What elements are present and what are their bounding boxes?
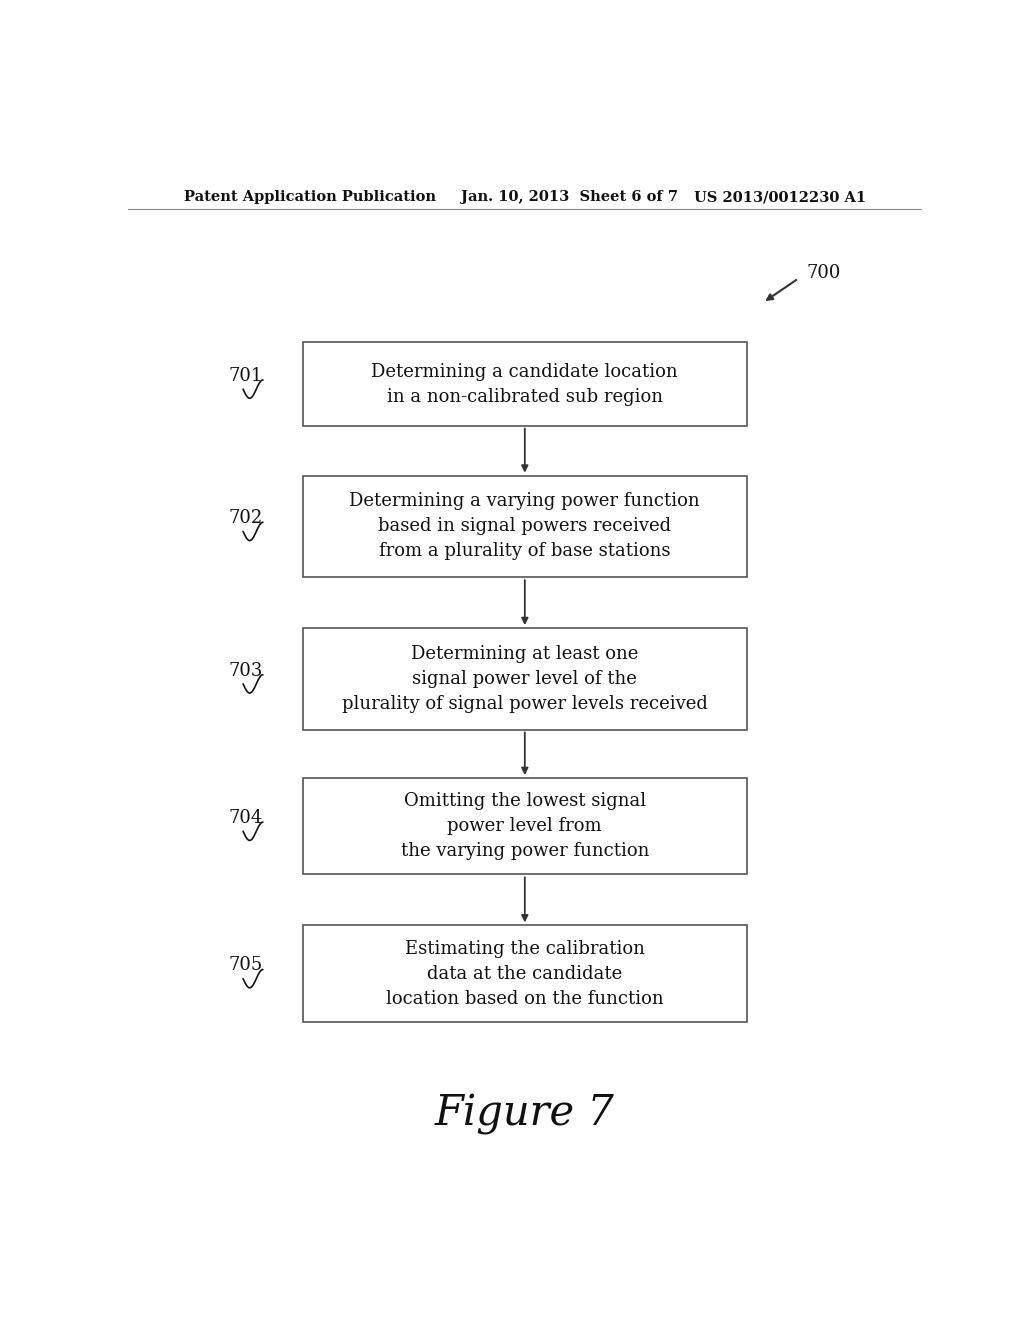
Text: Figure 7: Figure 7 xyxy=(435,1093,614,1135)
Text: Omitting the lowest signal
power level from
the varying power function: Omitting the lowest signal power level f… xyxy=(400,792,649,861)
Text: Estimating the calibration
data at the candidate
location based on the function: Estimating the calibration data at the c… xyxy=(386,940,664,1007)
Text: 705: 705 xyxy=(228,957,263,974)
Text: 701: 701 xyxy=(228,367,263,385)
Text: US 2013/0012230 A1: US 2013/0012230 A1 xyxy=(694,190,866,205)
Text: 704: 704 xyxy=(228,809,263,828)
Text: Jan. 10, 2013  Sheet 6 of 7: Jan. 10, 2013 Sheet 6 of 7 xyxy=(461,190,678,205)
Text: Determining a candidate location
in a non-calibrated sub region: Determining a candidate location in a no… xyxy=(372,363,678,405)
Text: Patent Application Publication: Patent Application Publication xyxy=(183,190,435,205)
Text: 702: 702 xyxy=(228,510,263,527)
FancyBboxPatch shape xyxy=(303,475,748,577)
Text: 703: 703 xyxy=(228,661,263,680)
Text: Determining at least one
signal power level of the
plurality of signal power lev: Determining at least one signal power le… xyxy=(342,644,708,713)
Text: 700: 700 xyxy=(807,264,841,282)
FancyBboxPatch shape xyxy=(303,628,748,730)
Text: Determining a varying power function
based in signal powers received
from a plur: Determining a varying power function bas… xyxy=(349,492,700,560)
FancyBboxPatch shape xyxy=(303,925,748,1022)
FancyBboxPatch shape xyxy=(303,342,748,426)
FancyBboxPatch shape xyxy=(303,777,748,874)
